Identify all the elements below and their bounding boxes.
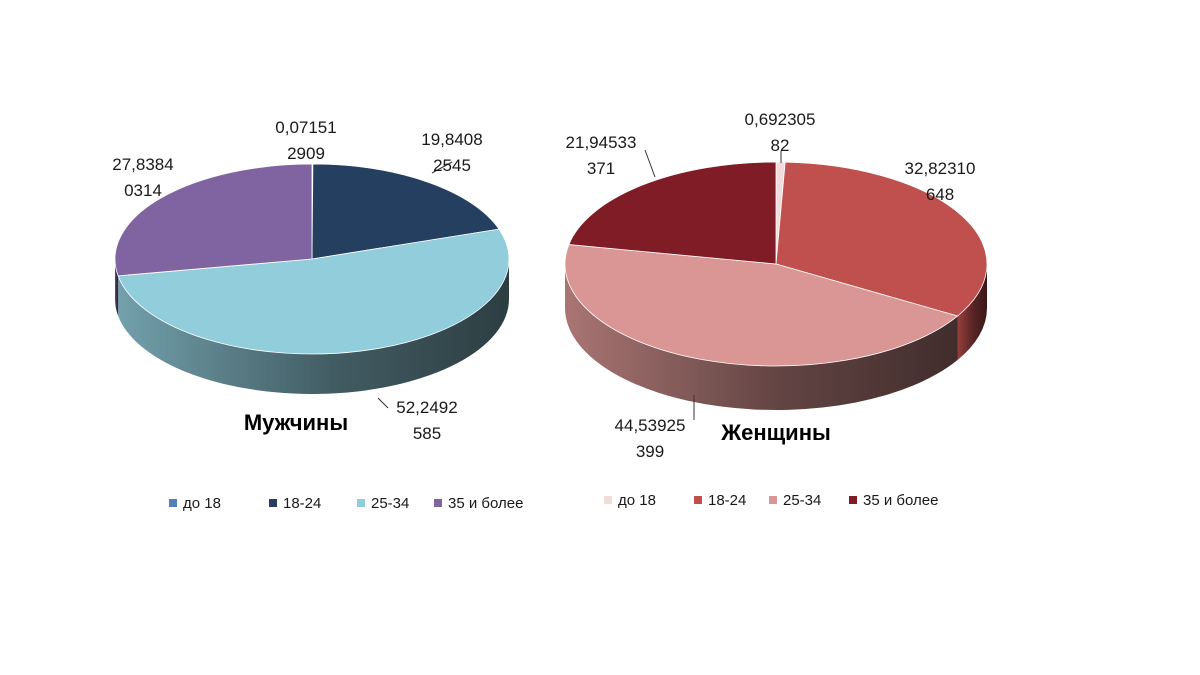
legend-label: до 18 [618,492,656,509]
data-label: 19,8408 2545 [421,130,482,175]
leader-line [644,149,656,178]
legend-swatch [169,499,177,507]
leader-line [431,161,453,174]
legend-swatch [269,499,277,507]
pie-slice-side [115,259,119,316]
chart-women: 0,692305 82 32,82310 648 44,53925 399 21,94533… [564,110,988,509]
data-label: 44,53925 399 [615,416,686,461]
legend-label: 18-24 [708,492,746,509]
pie-slice [568,161,777,265]
pie-slice-side [565,264,958,411]
legend-label: 18-24 [283,495,321,512]
pie-slice [311,163,500,260]
legend-swatch [694,496,702,504]
legend-label: 25-34 [371,495,409,512]
legend: до 18 18-24 25-34 35 и более [169,495,523,512]
legend-swatch [769,496,777,504]
pie-slice [114,163,313,277]
legend-label: 35 и более [448,495,523,512]
pie-slice [117,228,510,355]
legend-label: до 18 [183,495,221,512]
data-label: 0,07151 2909 [275,118,336,163]
data-label: 21,94533 371 [566,133,637,178]
data-label: 27,8384 0314 [112,155,173,200]
chart-title: Женщины [720,420,831,445]
pie-slice-side [957,264,987,361]
data-label: 0,692305 82 [745,110,816,155]
legend-swatch [357,499,365,507]
leader-line [377,397,389,409]
chart-title: Мужчины [244,410,348,435]
legend-swatch [849,496,857,504]
pie-slice [775,161,988,317]
legend-swatch [434,499,442,507]
legend-swatch [604,496,612,504]
chart-men: 0,07151 2909 19,8408 2545 52,2492 585 27,8384 0… [112,118,523,512]
pie-slice [564,244,959,367]
data-label: 52,2492 585 [396,398,457,443]
legend-label: 35 и более [863,492,938,509]
data-label: 32,82310 648 [905,159,976,204]
legend: до 18 18-24 25-34 35 и более [604,492,938,509]
pie-slice-side [118,259,510,394]
legend-label: 25-34 [783,492,821,509]
